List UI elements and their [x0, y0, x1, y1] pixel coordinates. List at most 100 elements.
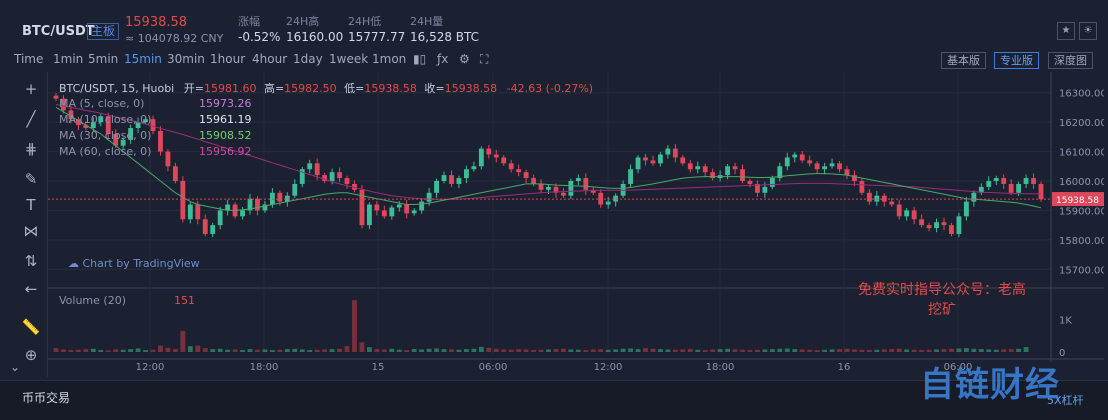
candle-body	[911, 210, 917, 220]
theme-icon[interactable]: ☀	[1079, 22, 1097, 40]
tradingview-badge[interactable]: ☁ Chart by TradingView	[68, 257, 200, 270]
candle-body	[113, 133, 119, 146]
tf-1mon[interactable]: 1mon	[372, 52, 407, 66]
volume-bar	[180, 330, 186, 352]
ruler-icon[interactable]: 📏	[21, 318, 41, 336]
tf-15min[interactable]: 15min	[124, 52, 162, 66]
symbol-line[interactable]: BTC/USDT, 15, Huobi	[59, 82, 175, 95]
candle-body	[419, 201, 425, 211]
volume-bar	[128, 349, 134, 352]
zoom-icon[interactable]: ⊕	[24, 346, 38, 364]
volume-bar	[531, 350, 537, 352]
volume-bar	[501, 349, 507, 352]
volume-bar	[1001, 349, 1007, 352]
back-arrow-icon[interactable]: ←	[24, 280, 38, 298]
indicator-icon[interactable]: ƒx	[437, 52, 449, 66]
candle-body	[247, 198, 253, 211]
candle-body	[120, 139, 126, 146]
ma30-legend[interactable]: MA (30, close, 0) 15908.52	[59, 129, 252, 142]
tf-1hour[interactable]: 1hour	[210, 52, 246, 66]
candle-body	[374, 204, 380, 211]
candle-body	[434, 181, 439, 193]
volume-bar	[822, 349, 828, 352]
volume-bar	[590, 349, 596, 352]
candle-body	[978, 186, 984, 193]
volume-bar	[628, 348, 634, 352]
candle-body	[90, 122, 96, 129]
ma5-value: 15973.26	[199, 97, 252, 110]
board-badge: 主板	[87, 23, 120, 40]
volume-bar	[150, 349, 156, 352]
trendline-icon[interactable]: ╱	[26, 110, 36, 128]
volume-legend[interactable]: Volume (20) 151	[59, 294, 195, 307]
volume-bar	[299, 349, 305, 352]
tf-time[interactable]: Time	[14, 52, 44, 66]
tf-1min[interactable]: 1min	[53, 52, 84, 66]
settings-icon[interactable]: ⚙	[459, 52, 470, 66]
volume-bar	[404, 350, 410, 352]
ma60-legend[interactable]: MA (60, close, 0) 15956.92	[59, 145, 252, 158]
volume-bar	[881, 349, 887, 352]
view-depth-button[interactable]: 深度图	[1048, 52, 1093, 69]
tf-4hour[interactable]: 4hour	[252, 52, 288, 66]
ma5-legend[interactable]: MA (5, close, 0) 15973.26	[59, 97, 252, 110]
change-legend: -42.63 (-0.27%)	[506, 82, 594, 95]
high-stat: 24H高 16160.00	[286, 15, 343, 45]
tf-1week[interactable]: 1week	[329, 52, 369, 66]
price-chart[interactable]: 16300.00 16200.00 16100.00 16000.00 15900.00…	[48, 72, 1104, 377]
fullscreen-icon[interactable]: ⛶	[480, 52, 489, 66]
view-pro-button[interactable]: 专业版	[994, 52, 1039, 69]
candle-body	[531, 178, 537, 184]
candle-body	[628, 169, 634, 184]
cny-price: ≈ 104078.92 CNY	[125, 32, 224, 45]
leverage-badge[interactable]: 5X杠杆	[1047, 394, 1084, 407]
collapse-icon[interactable]: ⌄	[9, 360, 21, 374]
time-tick-label: 12:00	[594, 362, 623, 373]
candle-body	[143, 119, 148, 123]
candle-body	[165, 151, 171, 167]
time-tick-label: 15	[372, 362, 385, 373]
candle-body	[590, 189, 596, 193]
volume-bar	[120, 349, 126, 352]
pair-name[interactable]: BTC/USDT	[22, 24, 95, 39]
volume-bar	[777, 348, 783, 352]
volume-bar	[90, 348, 96, 352]
tf-5min[interactable]: 5min	[88, 52, 119, 66]
star-icon[interactable]: ★	[1057, 22, 1075, 40]
candle-body	[187, 204, 193, 220]
volume-bar	[919, 350, 925, 352]
tab-spot-trading[interactable]: 币币交易	[22, 391, 71, 405]
measure-icon[interactable]: ⇅	[24, 252, 38, 270]
candle-type-icon[interactable]: ▮▯	[413, 52, 427, 66]
candle-body	[852, 175, 857, 181]
view-basic-button[interactable]: 基本版	[941, 52, 986, 69]
candle-body	[575, 178, 581, 181]
volume-bar	[658, 349, 663, 352]
candle-body	[665, 148, 671, 155]
candle-body	[172, 166, 178, 181]
volume-bar	[172, 349, 178, 352]
candle-body	[837, 163, 842, 170]
candle-body	[919, 219, 925, 226]
volume-bar	[829, 349, 835, 352]
candle-body	[389, 207, 395, 217]
ma10-legend[interactable]: MA (10, close, 0) 15961.19	[59, 113, 252, 126]
high-value: 16160.00	[286, 30, 344, 44]
candle-body	[426, 192, 432, 202]
candle-body	[620, 183, 626, 196]
price-tick-label: 15800.00	[1059, 236, 1104, 247]
volume-bar	[329, 349, 335, 352]
tf-1day[interactable]: 1day	[293, 52, 323, 66]
tf-30min[interactable]: 30min	[167, 52, 205, 66]
fib-icon[interactable]: ⋕	[24, 140, 38, 158]
text-icon[interactable]: T	[26, 196, 36, 214]
price-tick-label: 16200.00	[1059, 118, 1104, 129]
volume-bar	[411, 349, 417, 352]
brush-icon[interactable]: ✎	[24, 170, 38, 188]
crosshair-icon[interactable]: +	[24, 80, 38, 98]
candle-body	[583, 178, 589, 190]
volume-bar	[284, 349, 290, 352]
pattern-icon[interactable]: ⋈	[23, 222, 39, 240]
volume-bar	[135, 348, 141, 352]
volume-bar	[449, 349, 454, 352]
